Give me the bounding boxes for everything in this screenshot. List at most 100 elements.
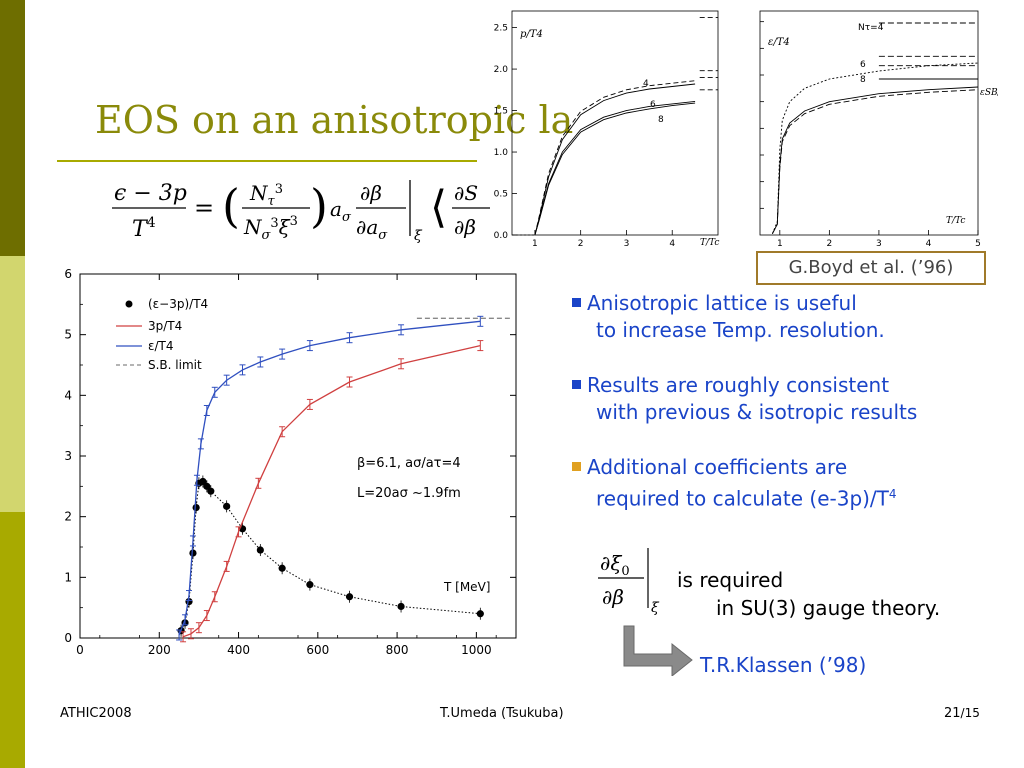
y-tick-label: 5: [64, 328, 72, 342]
y-tick-label: 0.0: [494, 231, 509, 241]
series-line-3: [534, 102, 696, 236]
eos-main-chart: 0 1 2 3 4 5 6 0 200 400 600 800 1000 (ε−3p)/T4 3p/T4…: [64, 267, 517, 657]
y-tick-label: 3: [64, 449, 72, 463]
y-axis-label: ε/T4: [768, 37, 790, 48]
svg-text:ξ: ξ: [414, 228, 423, 244]
svg-text:): ): [310, 179, 328, 233]
bullet-text-line1: Anisotropic lattice is useful: [587, 291, 857, 315]
x-tick-label: 4: [926, 239, 932, 249]
bullet-text-line2: with previous & isotropic results: [596, 400, 918, 424]
y-tick-label: 2.5: [494, 24, 508, 34]
x-tick-label: 1: [532, 239, 538, 249]
legend-label-e: ε/T4: [148, 339, 174, 353]
svg-text:∂ξ0: ∂ξ0: [600, 551, 630, 579]
bullet-coefficients: Additional coefficients are required to …: [572, 454, 897, 513]
page-total: /15: [960, 706, 980, 720]
bullet-text-line2: required to calculate (e-3p)/T: [596, 486, 889, 511]
x-tick-label: 3: [876, 239, 882, 249]
series-line-2: [178, 320, 481, 636]
y-tick-label: 1.0: [494, 148, 509, 158]
svg-text:∂aσ: ∂aσ: [356, 215, 388, 243]
title-underline: [57, 160, 477, 162]
y-tick-label: 0: [64, 631, 72, 645]
svg-text:∂β: ∂β: [454, 215, 476, 239]
x-tick-label: 3: [624, 239, 630, 249]
x-axis-label: T/Tc: [700, 238, 719, 248]
bullet-text-line2: to increase Temp. resolution.: [596, 318, 885, 342]
series-line-2: [534, 100, 696, 236]
series-line-0: [534, 83, 696, 236]
curve-label-6: 6: [860, 60, 866, 70]
svg-text:Nσ3ξ3: Nσ3ξ3: [243, 214, 298, 243]
legend-label-e3p: (ε−3p)/T4: [148, 297, 208, 311]
boyd-citation-box: G.Boyd et al. (’96): [756, 251, 986, 285]
y-tick-label: 2: [64, 510, 72, 524]
boyd-energy-chart: 1 2 3 4 5 ε/T4 T/Tc Nτ=4 6 8 εSB/T4: [759, 10, 998, 249]
arrow-icon: [623, 625, 693, 676]
curve-label-nt4: Nτ=4: [858, 23, 884, 33]
curve-label-8: 8: [860, 75, 866, 85]
series-line-2: [772, 89, 979, 234]
y-tick-label: 0.5: [494, 190, 508, 200]
y-tick-label: 6: [64, 267, 72, 281]
sidebar-band-dark: [0, 0, 25, 256]
svg-text:⟨: ⟨: [430, 182, 447, 233]
x-tick-label: 200: [148, 643, 171, 657]
series-line-1: [772, 86, 979, 234]
y-tick-label: 2.0: [494, 65, 509, 75]
x-tick-label: 1: [777, 239, 783, 249]
y-axis-label: p/T4: [520, 29, 543, 40]
svg-text:∂β: ∂β: [602, 585, 624, 609]
svg-text:aσ: aσ: [330, 197, 352, 225]
bullet-marker: [572, 298, 581, 307]
slide-title: EOS on an anisotropic la: [95, 98, 574, 142]
svg-text:∂S: ∂S: [454, 181, 478, 205]
x-tick-label: 400: [227, 643, 250, 657]
annotation-beta: β=6.1, aσ/aτ=4: [357, 456, 461, 471]
x-tick-label: 2: [826, 239, 832, 249]
bullet-anisotropic: Anisotropic lattice is useful to increas…: [572, 290, 885, 344]
legend-label-sb: S.B. limit: [148, 358, 202, 372]
klassen-citation: T.R.Klassen (’98): [700, 653, 867, 677]
legend-marker-e3p: [125, 300, 133, 308]
sb-side-label: εSB/T4: [980, 88, 998, 98]
footer-conference: ATHIC2008: [60, 706, 132, 721]
x-tick-label: 1000: [461, 643, 492, 657]
x-tick-label: 0: [76, 643, 84, 657]
bullet-superscript: 4: [888, 487, 897, 501]
footer-author: T.Umeda (Tsukuba): [440, 706, 564, 721]
sidebar-band-light: [0, 256, 25, 512]
svg-text:=: =: [194, 194, 214, 222]
boyd-pressure-chart: 0.0 0.5 1.0 1.5 2.0 2.5 1 2 3 4 p/T4 T/Tc 4 6 8: [494, 10, 719, 249]
bullet-text-line1: Additional coefficients are: [587, 455, 848, 479]
bullet-text-line1: Results are roughly consistent: [587, 373, 890, 397]
eos-formula: ϵ − 3p T4 = ( Nτ3 Nσ3ξ3 ) aσ ∂β ∂aσ ξ ⟨ …: [112, 179, 490, 244]
footer-page: 21/15: [944, 706, 980, 721]
legend-label-3p: 3p/T4: [148, 319, 182, 333]
y-tick-label: 1.5: [494, 107, 508, 117]
bullet-consistent: Results are roughly consistent with prev…: [572, 372, 917, 426]
x-tick-label: 2: [578, 239, 584, 249]
svg-text:T4: T4: [132, 215, 156, 242]
gauge-theory-text: in SU(3) gauge theory.: [716, 596, 941, 620]
bullet-marker: [572, 462, 581, 471]
dxi-dbeta-formula: ∂ξ0 ∂β ξ: [598, 548, 660, 616]
curve-label-6: 6: [650, 100, 656, 110]
x-axis-label: T [MeV]: [443, 580, 490, 594]
svg-text:∂β: ∂β: [360, 181, 382, 205]
x-tick-label: 600: [306, 643, 329, 657]
curve-label-8: 8: [658, 115, 664, 125]
sidebar-band-mid: [0, 512, 25, 768]
x-axis-label: T/Tc: [946, 216, 965, 226]
page-number: 21: [944, 706, 961, 721]
y-tick-label: 4: [64, 388, 72, 402]
x-tick-label: 4: [669, 239, 675, 249]
svg-text:Nτ3: Nτ3: [249, 181, 283, 209]
svg-text:ξ: ξ: [651, 600, 660, 616]
annotation-lattice-size: L=20aσ ~1.9fm: [357, 486, 461, 501]
required-text: is required: [677, 568, 784, 592]
y-tick-label: 1: [64, 570, 72, 584]
svg-text:(: (: [222, 179, 240, 233]
x-tick-label: 5: [975, 239, 981, 249]
bullet-marker: [572, 380, 581, 389]
